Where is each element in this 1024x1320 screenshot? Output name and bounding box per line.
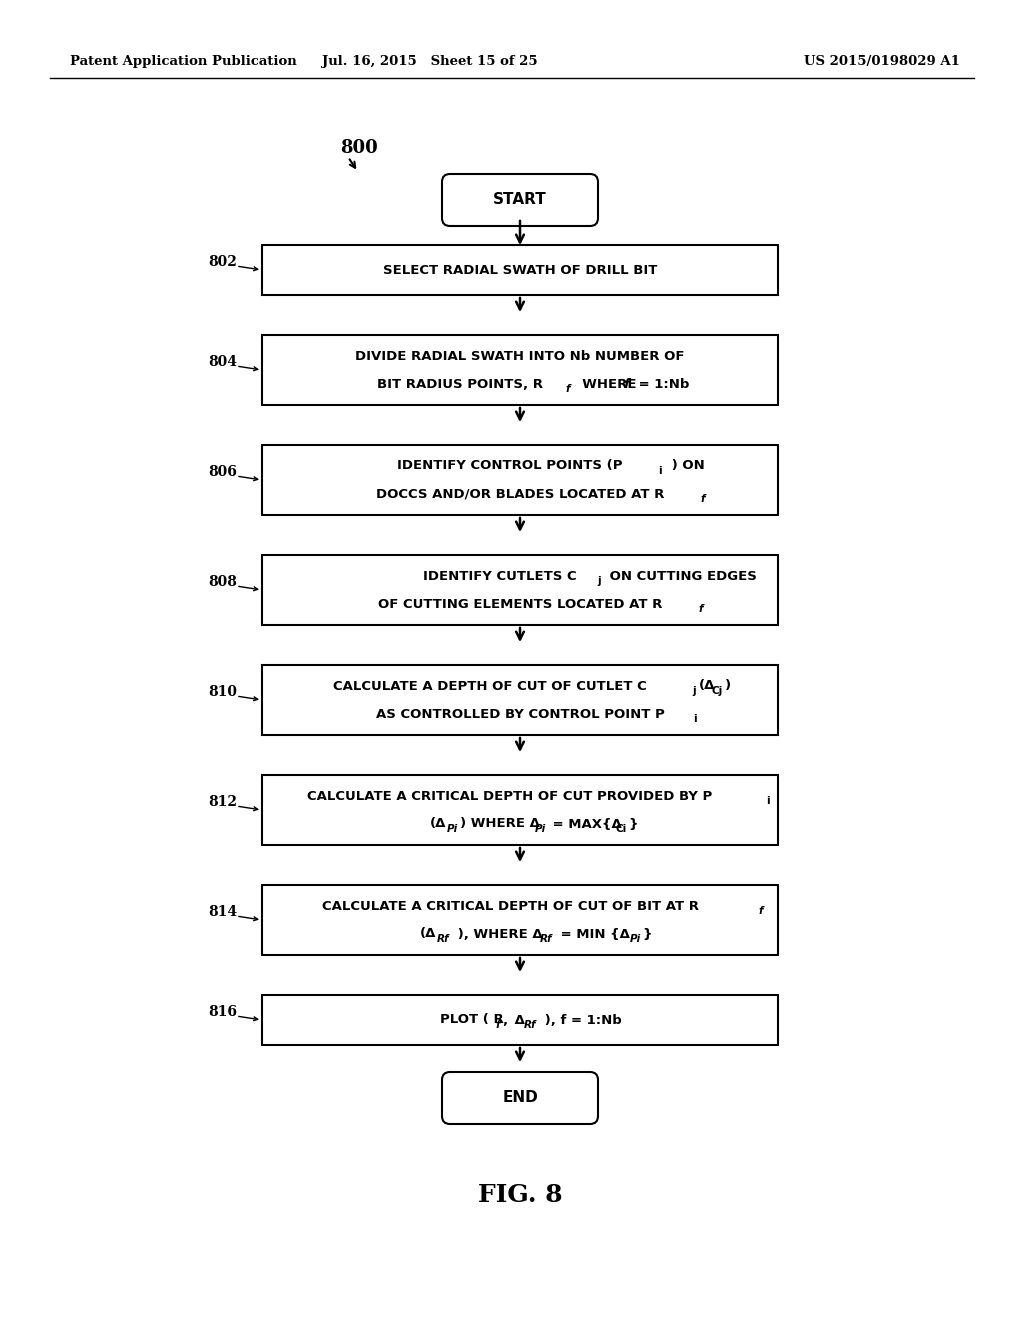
Text: SELECT RADIAL SWATH OF DRILL BIT: SELECT RADIAL SWATH OF DRILL BIT (383, 264, 657, 276)
Text: ), f = 1:Nb: ), f = 1:Nb (540, 1014, 622, 1027)
Text: BIT RADIUS POINTS, R: BIT RADIUS POINTS, R (377, 378, 543, 391)
Text: 814: 814 (208, 906, 238, 919)
Bar (262, 995, 778, 1045)
Text: Cj: Cj (712, 686, 723, 696)
Text: i: i (766, 796, 770, 807)
Text: END: END (502, 1090, 538, 1106)
Text: Patent Application Publication: Patent Application Publication (70, 55, 297, 69)
Text: FIG. 8: FIG. 8 (477, 1183, 562, 1206)
Text: Ci: Ci (616, 824, 628, 834)
Text: f: f (698, 605, 702, 614)
Text: ,: , (502, 1014, 507, 1027)
Text: Pi: Pi (535, 824, 546, 834)
Bar (262, 775, 778, 845)
Text: DIVIDE RADIAL SWATH INTO Nb NUMBER OF: DIVIDE RADIAL SWATH INTO Nb NUMBER OF (355, 350, 685, 363)
Text: 812: 812 (208, 795, 237, 809)
Text: CALCULATE A CRITICAL DEPTH OF CUT OF BIT AT R: CALCULATE A CRITICAL DEPTH OF CUT OF BIT… (322, 899, 698, 912)
Text: AS CONTROLLED BY CONTROL POINT P: AS CONTROLLED BY CONTROL POINT P (376, 708, 665, 721)
Text: Δ: Δ (510, 1014, 525, 1027)
Text: 802: 802 (208, 255, 237, 269)
Text: i: i (658, 466, 662, 477)
Text: }: } (628, 817, 638, 830)
Text: (Δ: (Δ (699, 680, 716, 693)
Text: = MAX{Δ: = MAX{Δ (548, 817, 622, 830)
Text: PLOT ( R: PLOT ( R (440, 1014, 504, 1027)
Text: (Δ: (Δ (420, 928, 436, 940)
Text: 816: 816 (208, 1005, 237, 1019)
Text: WHERE: WHERE (573, 378, 641, 391)
Text: f: f (758, 906, 763, 916)
Text: CALCULATE A DEPTH OF CUT OF CUTLET C: CALCULATE A DEPTH OF CUT OF CUTLET C (333, 680, 647, 693)
Text: OF CUTTING ELEMENTS LOCATED AT R: OF CUTTING ELEMENTS LOCATED AT R (378, 598, 663, 610)
Text: ): ) (725, 680, 731, 693)
Text: (Δ: (Δ (430, 817, 446, 830)
Text: = 1:Nb: = 1:Nb (634, 378, 689, 391)
Text: Rf: Rf (540, 935, 553, 944)
Bar (262, 445, 778, 515)
Text: START: START (494, 193, 547, 207)
Text: 800: 800 (340, 139, 378, 157)
FancyBboxPatch shape (442, 1072, 598, 1125)
Text: DOCCS AND/OR BLADES LOCATED AT R: DOCCS AND/OR BLADES LOCATED AT R (376, 487, 665, 500)
Text: IDENTIFY CONTROL POINTS (P: IDENTIFY CONTROL POINTS (P (397, 459, 623, 473)
Text: Rf: Rf (524, 1020, 537, 1030)
Bar (262, 335, 778, 405)
Text: i: i (693, 714, 696, 723)
Bar (262, 246, 778, 294)
Text: Rf: Rf (437, 935, 450, 944)
Text: Pi: Pi (630, 935, 641, 944)
Text: ON CUTTING EDGES: ON CUTTING EDGES (605, 569, 757, 582)
Text: Jul. 16, 2015   Sheet 15 of 25: Jul. 16, 2015 Sheet 15 of 25 (323, 55, 538, 69)
Text: 808: 808 (208, 576, 237, 589)
Text: 810: 810 (208, 685, 237, 700)
FancyBboxPatch shape (442, 174, 598, 226)
Bar (262, 884, 778, 954)
Text: j: j (597, 576, 601, 586)
Text: }: } (642, 928, 651, 940)
Bar (262, 554, 778, 624)
Text: ) ON: ) ON (667, 459, 705, 473)
Text: f: f (565, 384, 569, 393)
Text: Pi: Pi (447, 824, 458, 834)
Text: f: f (700, 494, 705, 504)
Text: = MIN {Δ: = MIN {Δ (556, 928, 630, 940)
Bar (262, 665, 778, 735)
Text: CALCULATE A CRITICAL DEPTH OF CUT PROVIDED BY P: CALCULATE A CRITICAL DEPTH OF CUT PROVID… (307, 789, 713, 803)
Text: 806: 806 (208, 465, 237, 479)
Text: f: f (495, 1020, 500, 1030)
Text: IDENTIFY CUTLETS C: IDENTIFY CUTLETS C (423, 569, 577, 582)
Text: ) WHERE Δ: ) WHERE Δ (460, 817, 540, 830)
Text: US 2015/0198029 A1: US 2015/0198029 A1 (804, 55, 961, 69)
Text: 804: 804 (208, 355, 237, 370)
Text: j: j (692, 686, 695, 696)
Text: f: f (623, 378, 629, 391)
Text: ), WHERE Δ: ), WHERE Δ (453, 928, 543, 940)
